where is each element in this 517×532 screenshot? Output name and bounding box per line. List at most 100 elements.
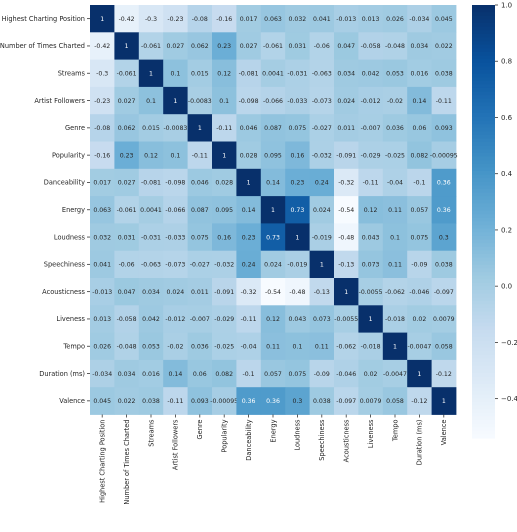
cell-value-label: 0.036 [191, 343, 209, 350]
colorbar-segment [472, 355, 495, 360]
heatmap-cell [90, 305, 115, 333]
cell-value-label: -0.034 [409, 16, 429, 23]
colorbar-segment [472, 412, 495, 417]
heatmap-cell [334, 59, 359, 88]
heatmap-cell [309, 86, 335, 115]
colorbar-segment [472, 300, 495, 306]
colorbar-segment [472, 106, 495, 111]
heatmap-cell [382, 168, 408, 197]
heatmap-cell [90, 114, 115, 142]
cell-value-label: 0.024 [264, 262, 282, 269]
heatmap-cell [212, 5, 237, 33]
cell-value-label: -0.02 [167, 343, 183, 350]
cell-value-label: -0.3 [96, 70, 108, 77]
cell-value-label: -0.025 [214, 343, 234, 350]
colorbar-segment [472, 336, 495, 342]
cell-value-label: 1 [320, 262, 324, 269]
cell-value-label: -0.42 [119, 16, 135, 23]
cell-value-label: 0.36 [242, 398, 256, 405]
x-tick-label: Duration (ms) [416, 420, 424, 466]
cell-value-label: 0.038 [313, 398, 331, 405]
cell-value-label: 0.0041 [140, 207, 162, 214]
cell-value-label: 0.017 [93, 180, 111, 187]
colorbar-segment [472, 15, 495, 21]
heatmap-cell [163, 59, 188, 88]
heatmap-cell [90, 5, 115, 33]
heatmap-cell [260, 114, 286, 142]
cell-value-label: 0.14 [266, 180, 280, 187]
cell-value-label: -0.0055 [334, 316, 358, 323]
cell-value-label: 0.027 [240, 43, 258, 50]
cell-value-label: -0.16 [94, 152, 110, 159]
heatmap-cell [260, 223, 286, 252]
colorbar-segment [472, 383, 495, 389]
heatmap-cell [285, 168, 310, 197]
heatmap-cell [407, 387, 432, 415]
heatmap-cell [163, 114, 188, 142]
heatmap-cell [407, 5, 432, 33]
cell-value-label: -0.32 [241, 289, 257, 296]
colorbar-segment [472, 149, 495, 154]
colorbar-segment [472, 12, 495, 17]
heatmap-cell [138, 250, 164, 279]
heatmap-cell [285, 359, 310, 388]
heatmap-cell [212, 141, 237, 170]
heatmap-cell [212, 250, 237, 279]
cell-value-label: 0.14 [242, 207, 256, 214]
colorbar-segment [472, 127, 495, 132]
cell-value-label: 0.016 [411, 70, 429, 77]
cell-value-label: 0.087 [264, 125, 282, 132]
colorbar-segment [472, 189, 495, 194]
colorbar-segment [472, 275, 495, 280]
cell-value-label: 0.3 [439, 234, 449, 241]
cell-value-label: -0.063 [141, 262, 161, 269]
heatmap-cell [309, 59, 335, 88]
cell-value-label: -0.012 [361, 98, 381, 105]
heatmap-cell [187, 332, 213, 361]
heatmap-cell [187, 278, 213, 306]
heatmap-cell [358, 5, 384, 33]
cell-value-label: 0.24 [315, 180, 329, 187]
cell-value-label: 0.06 [413, 125, 427, 132]
cell-value-label: 0.024 [337, 98, 355, 105]
cell-value-label: -0.018 [361, 343, 381, 350]
cell-value-label: -0.1 [243, 371, 255, 378]
cell-value-label: 0.015 [142, 125, 160, 132]
heatmap-cell [309, 141, 335, 170]
colorbar-segment [472, 427, 495, 432]
colorbar-segment [472, 405, 495, 410]
heatmap-cell [138, 196, 164, 224]
cell-value-label: 0.027 [118, 98, 136, 105]
heatmap-cell [431, 359, 457, 388]
colorbar-segment [472, 91, 495, 96]
heatmap-cell [163, 387, 188, 415]
heatmap-cell [358, 278, 384, 306]
cell-value-label: 0.36 [437, 180, 451, 187]
cell-value-label: 0.16 [217, 234, 231, 241]
heatmap-cell [212, 278, 237, 306]
cell-value-label: -0.11 [192, 152, 208, 159]
heatmap-cell [212, 359, 237, 388]
heatmap-cell [114, 387, 140, 415]
cell-value-label: 0.23 [217, 43, 231, 50]
heatmap-cell [187, 5, 213, 33]
heatmap-cell [260, 32, 286, 60]
heatmap-cell [114, 332, 140, 361]
cell-value-label: -0.09 [411, 262, 427, 269]
colorbar-segment [472, 401, 495, 407]
cell-value-label: -0.098 [165, 180, 185, 187]
heatmap-cell [334, 223, 359, 252]
cell-value-label: 0.011 [337, 125, 355, 132]
colorbar-segment [472, 434, 495, 439]
heatmap-cell [212, 114, 237, 142]
cell-value-label: -0.1 [413, 180, 425, 187]
heatmap-cell [382, 196, 408, 224]
cell-value-label: 0.1 [170, 70, 180, 77]
cell-value-label: 0.027 [118, 180, 136, 187]
colorbar-segment [472, 264, 495, 270]
cell-value-label: -0.034 [92, 371, 112, 378]
heatmap-cell [407, 168, 432, 197]
colorbar-segment [472, 344, 495, 349]
colorbar-segment [472, 250, 495, 255]
heatmap-cell [163, 223, 188, 252]
